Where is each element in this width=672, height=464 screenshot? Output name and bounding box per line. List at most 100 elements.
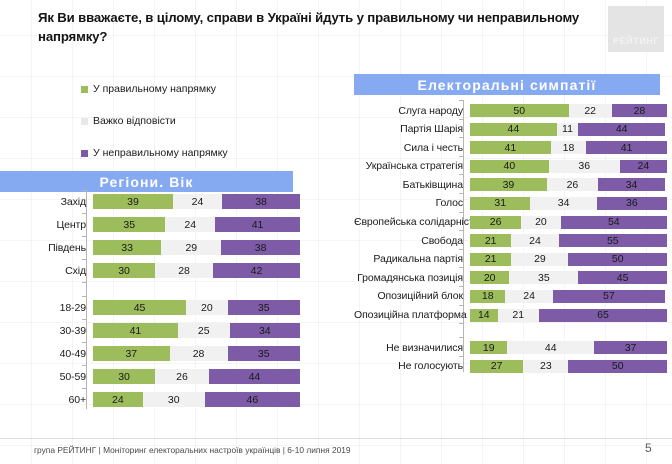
chart-row-label: Південь [48, 241, 86, 254]
legend-swatch-icon [81, 117, 88, 125]
segment-value-label: 31 [494, 197, 507, 210]
segment-wrong-direction: 57 [552, 289, 665, 303]
section-header-regions-label: Регіони. Вік [99, 173, 194, 190]
legend-item-label: Важко відповісти [93, 115, 176, 127]
chart-bar-row: 50-59 30 26 44 [0, 369, 300, 384]
segment-value-label: 57 [603, 290, 615, 303]
chart-axis-tick [82, 282, 86, 283]
segment-value-label: 18 [562, 141, 575, 154]
chart-axis-tick [82, 365, 86, 366]
segment-hard-to-answer: 24 [511, 234, 559, 248]
segment-value-label: 24 [529, 234, 541, 247]
segment-right-direction: 24 [93, 392, 143, 407]
chart-row-label: 40-49 [59, 347, 86, 360]
segment-wrong-direction: 37 [594, 341, 667, 355]
chart-bar-row: Захід 39 24 38 [0, 194, 300, 209]
segment-value-label: 27 [490, 360, 503, 373]
chart-bar-row: 40-49 37 28 35 [0, 346, 300, 361]
chart-bar-row: Схід 30 28 42 [0, 263, 300, 278]
segment-wrong-direction: 42 [213, 263, 300, 278]
chart-bar-track: 21 24 55 [470, 234, 667, 248]
footer-divider [0, 438, 672, 439]
segment-hard-to-answer: 20 [186, 300, 228, 315]
segment-value-label: 41 [129, 324, 142, 337]
segment-value-label: 54 [607, 216, 620, 229]
segment-wrong-direction: 28 [611, 104, 667, 117]
chart-bar-track: 40 36 24 [470, 159, 667, 173]
segment-hard-to-answer: 29 [161, 240, 222, 255]
chart-bar-row: Радикальна партія 21 29 50 [354, 252, 672, 266]
chart-bar-row: Громадянська позиція 20 35 45 [354, 271, 672, 285]
chart-axis-line [463, 100, 464, 373]
section-header-regions: Регіони. Вік [0, 171, 293, 192]
chart-bar-track: 41 25 34 [93, 323, 300, 338]
segment-value-label: 44 [615, 123, 628, 136]
segment-value-label: 45 [133, 301, 146, 314]
segment-wrong-direction: 54 [560, 215, 667, 229]
chart-bar-track: 39 26 34 [470, 178, 667, 192]
segment-right-direction: 30 [93, 369, 156, 384]
segment-hard-to-answer: 11 [556, 122, 579, 136]
legend-item-label: У правильному напрямку [93, 83, 217, 95]
segment-right-direction: 41 [470, 141, 551, 155]
segment-right-direction: 37 [93, 346, 170, 361]
chart-row-label: Не визначилися [386, 341, 463, 354]
legend: У правильному напрямку Важко відповісти У … [81, 82, 331, 178]
chart-bar-track: 31 34 36 [470, 196, 667, 210]
chart-bar-row: Опозиційна платформа 14 21 65 [354, 308, 672, 322]
chart-row-label: Захід [60, 195, 87, 208]
segment-value-label: 41 [620, 141, 633, 154]
segment-wrong-direction: 50 [568, 359, 667, 373]
chart-bar-track: 19 44 37 [470, 341, 667, 355]
chart-row-label: Опозиційна платформа [354, 309, 467, 322]
segment-value-label: 65 [597, 309, 609, 322]
chart-row-label: Партія Шарія [400, 123, 463, 136]
chart-axis-tick [82, 213, 86, 214]
chart-axis-tick [459, 304, 463, 306]
segment-hard-to-answer: 24 [165, 217, 216, 232]
segment-value-label: 30 [167, 393, 180, 406]
segment-value-label: 50 [611, 360, 624, 373]
chart-axis-tick [459, 100, 463, 101]
segment-hard-to-answer: 35 [509, 271, 579, 285]
section-header-parties-label: Електоральні симпатії [417, 76, 597, 93]
segment-hard-to-answer: 28 [169, 346, 228, 361]
chart-axis-tick [459, 323, 463, 325]
segment-value-label: 41 [504, 141, 517, 154]
chart-bar-track: 27 23 50 [470, 359, 667, 373]
segment-value-label: 20 [200, 301, 213, 314]
segment-wrong-direction: 41 [586, 141, 667, 155]
segment-wrong-direction: 38 [221, 240, 300, 255]
chart-bar-row: Слуга народу 50 22 28 [354, 104, 672, 117]
segment-value-label: 26 [489, 216, 502, 229]
segment-value-label: 50 [611, 253, 624, 266]
segment-value-label: 20 [535, 216, 547, 229]
chart-axis-tick [82, 388, 86, 389]
segment-wrong-direction: 34 [229, 323, 300, 338]
chart-bar-track: 33 29 38 [93, 240, 300, 255]
segment-right-direction: 41 [93, 323, 178, 338]
segment-wrong-direction: 24 [619, 159, 667, 173]
segment-value-label: 34 [625, 178, 638, 191]
segment-right-direction: 27 [470, 359, 524, 373]
segment-wrong-direction: 50 [568, 252, 667, 266]
chart-bar-row: 60+ 24 30 46 [0, 392, 300, 407]
legend-item-wrong-direction: У неправильному напрямку [81, 146, 331, 160]
chart-axis-tick [459, 337, 463, 339]
chart-bar-row: Південь 33 29 38 [0, 240, 300, 255]
segment-value-label: 38 [255, 195, 267, 208]
segment-hard-to-answer: 34 [530, 196, 597, 210]
chart-bar-row: Голос 31 34 36 [354, 196, 672, 210]
segment-right-direction: 30 [93, 263, 156, 278]
segment-value-label: 22 [584, 104, 596, 117]
segment-value-label: 44 [248, 370, 261, 383]
chart-axis-tick [459, 248, 463, 250]
segment-value-label: 24 [191, 195, 204, 208]
segment-value-label: 28 [192, 347, 205, 360]
segment-value-label: 36 [578, 160, 591, 173]
segment-value-label: 23 [539, 360, 552, 373]
segment-right-direction: 31 [470, 196, 531, 210]
segment-value-label: 55 [606, 234, 619, 247]
segment-right-direction: 39 [470, 178, 547, 192]
